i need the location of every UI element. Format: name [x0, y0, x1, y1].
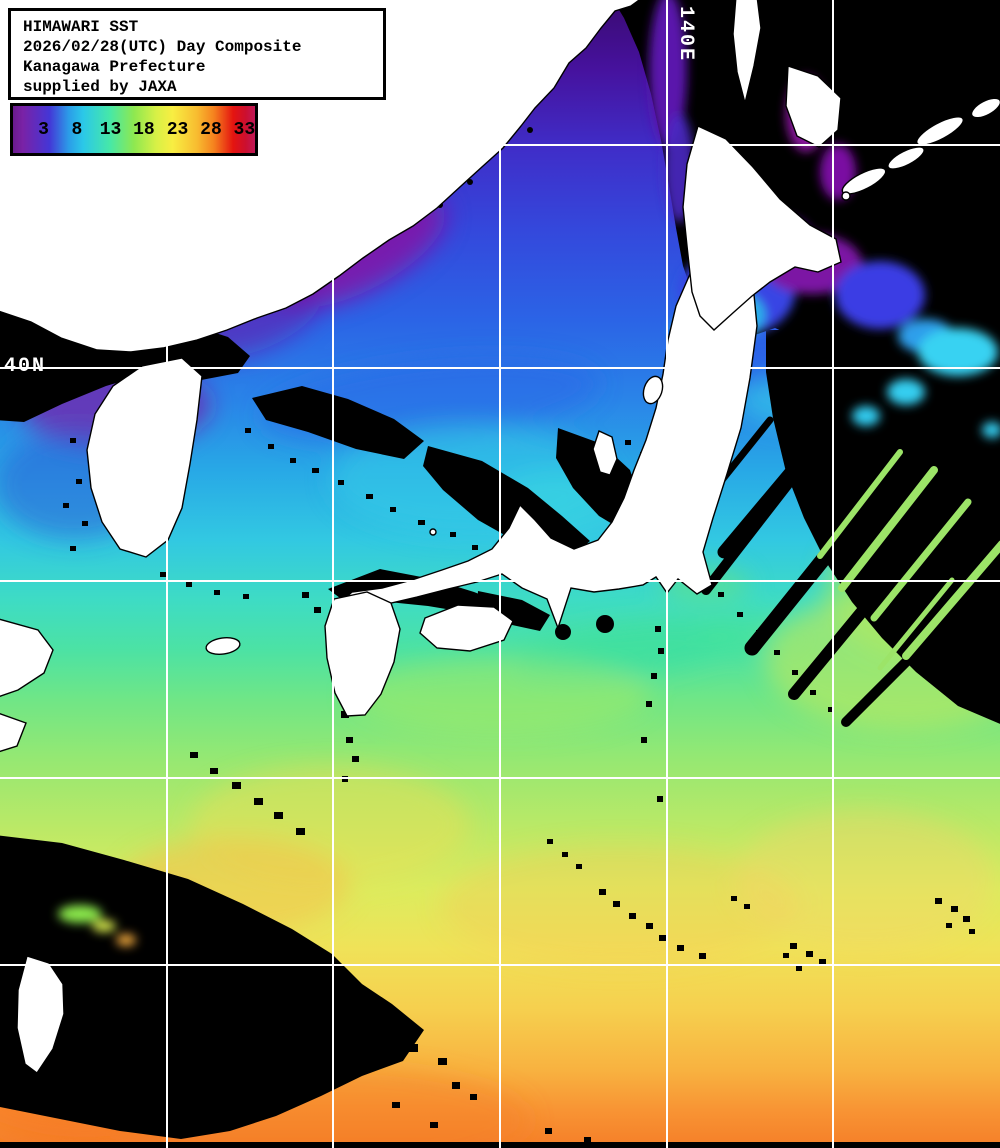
land-noto	[592, 430, 618, 476]
land-shikoku	[419, 604, 514, 652]
info-box: HIMAWARI SST 2026/02/28(UTC) Day Composi…	[8, 8, 386, 100]
land-korea	[86, 357, 203, 558]
colorbar-tick: 28	[200, 119, 222, 140]
region-line: Kanagawa Prefecture	[23, 58, 206, 76]
land-hokkaido	[682, 125, 842, 331]
date-line: 2026/02/28(UTC) Day Composite	[23, 38, 302, 56]
title: HIMAWARI SST	[23, 18, 139, 36]
colorbar-tick: 18	[133, 119, 155, 140]
graticule-labels: 40N 140E	[4, 6, 697, 378]
colorbar-tick: 13	[99, 119, 122, 140]
credit-line: supplied by JAXA	[23, 78, 177, 96]
land-kyushu	[324, 591, 401, 717]
snow-patch	[785, 65, 842, 148]
grid-label-lat: 40N	[4, 355, 46, 378]
colorbar-tick: 8	[71, 119, 83, 140]
land-china-coast	[0, 618, 54, 698]
land-sakhalin	[732, 0, 762, 104]
land-jeju	[205, 637, 241, 655]
colorbar-tick: 23	[166, 119, 189, 140]
colorbar-tick: 33	[233, 119, 256, 140]
temperature-colorbar: 3 8 13 18 23 28 33	[10, 103, 258, 156]
land-taiwan	[16, 955, 65, 1075]
grid-label-lon: 140E	[674, 6, 697, 62]
land-sado	[642, 375, 664, 405]
land-kuril-islands	[841, 97, 1000, 201]
land-china-coast2	[0, 713, 27, 753]
colorbar-tick: 3	[38, 119, 49, 140]
